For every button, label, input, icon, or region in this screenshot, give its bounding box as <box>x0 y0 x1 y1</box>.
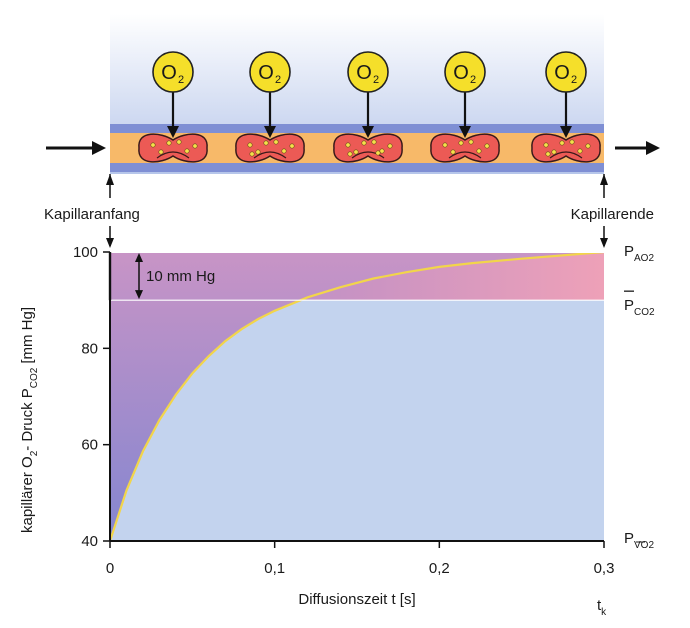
y-tick-label: 80 <box>81 340 98 357</box>
vessel-wall-bottom <box>110 163 604 172</box>
x-ticks: 0 0,1 0,2 0,3 <box>106 541 615 577</box>
svg-text:2: 2 <box>373 74 379 86</box>
svg-text:2: 2 <box>275 74 281 86</box>
pco2-curve <box>110 252 604 541</box>
capillary-end-label: Kapillarende <box>571 206 654 223</box>
y-ticks: 40 60 80 100 <box>73 244 110 550</box>
x-tick-label: 0,3 <box>594 560 615 577</box>
saturation-chart: 40 60 80 100 0 0,1 0,2 0,3 10 mm Hg Diffusions… <box>19 243 655 618</box>
pco2-mean-label: PCO2 <box>624 297 655 318</box>
svg-text:O: O <box>356 62 372 84</box>
flow-out-arrow <box>615 141 660 155</box>
vessel-wall-top <box>110 124 604 133</box>
capillary-end-marker <box>600 174 608 248</box>
svg-text:O: O <box>258 62 274 84</box>
svg-text:2: 2 <box>178 74 184 86</box>
pvo2-label: PVO2 <box>624 530 654 551</box>
difference-bracket: 10 mm Hg <box>108 252 215 301</box>
rising-fill-area <box>110 252 604 541</box>
svg-text:2: 2 <box>470 74 476 86</box>
y-tick-label: 100 <box>73 244 98 261</box>
blood-cell <box>333 133 403 163</box>
capillary-start-marker <box>106 174 114 248</box>
svg-text:O: O <box>453 62 469 84</box>
x-tick-label: 0 <box>106 560 114 577</box>
y-axis-label: kapillärer O2- Druck PCO2[mm Hg] <box>19 307 40 533</box>
capillary-start-label: Kapillaranfang <box>44 206 140 223</box>
tk-label: tk <box>597 597 607 618</box>
x-axis-label: Diffusionszeit t [s] <box>298 591 415 608</box>
svg-text:2: 2 <box>571 74 577 86</box>
flow-in-arrow <box>46 141 106 155</box>
svg-text:O: O <box>161 62 177 84</box>
x-tick-label: 0,1 <box>264 560 285 577</box>
blood-cell <box>235 133 305 163</box>
blood-cell <box>430 133 500 163</box>
svg-text:O: O <box>554 62 570 84</box>
y-tick-label: 60 <box>81 437 98 454</box>
blood-cells <box>138 133 601 163</box>
blood-cell <box>531 133 601 163</box>
blood-cell <box>138 133 208 163</box>
difference-label: 10 mm Hg <box>146 268 215 285</box>
y-tick-label: 40 <box>81 533 98 550</box>
pao2-label: PAO2 <box>624 243 654 264</box>
x-tick-label: 0,2 <box>429 560 450 577</box>
